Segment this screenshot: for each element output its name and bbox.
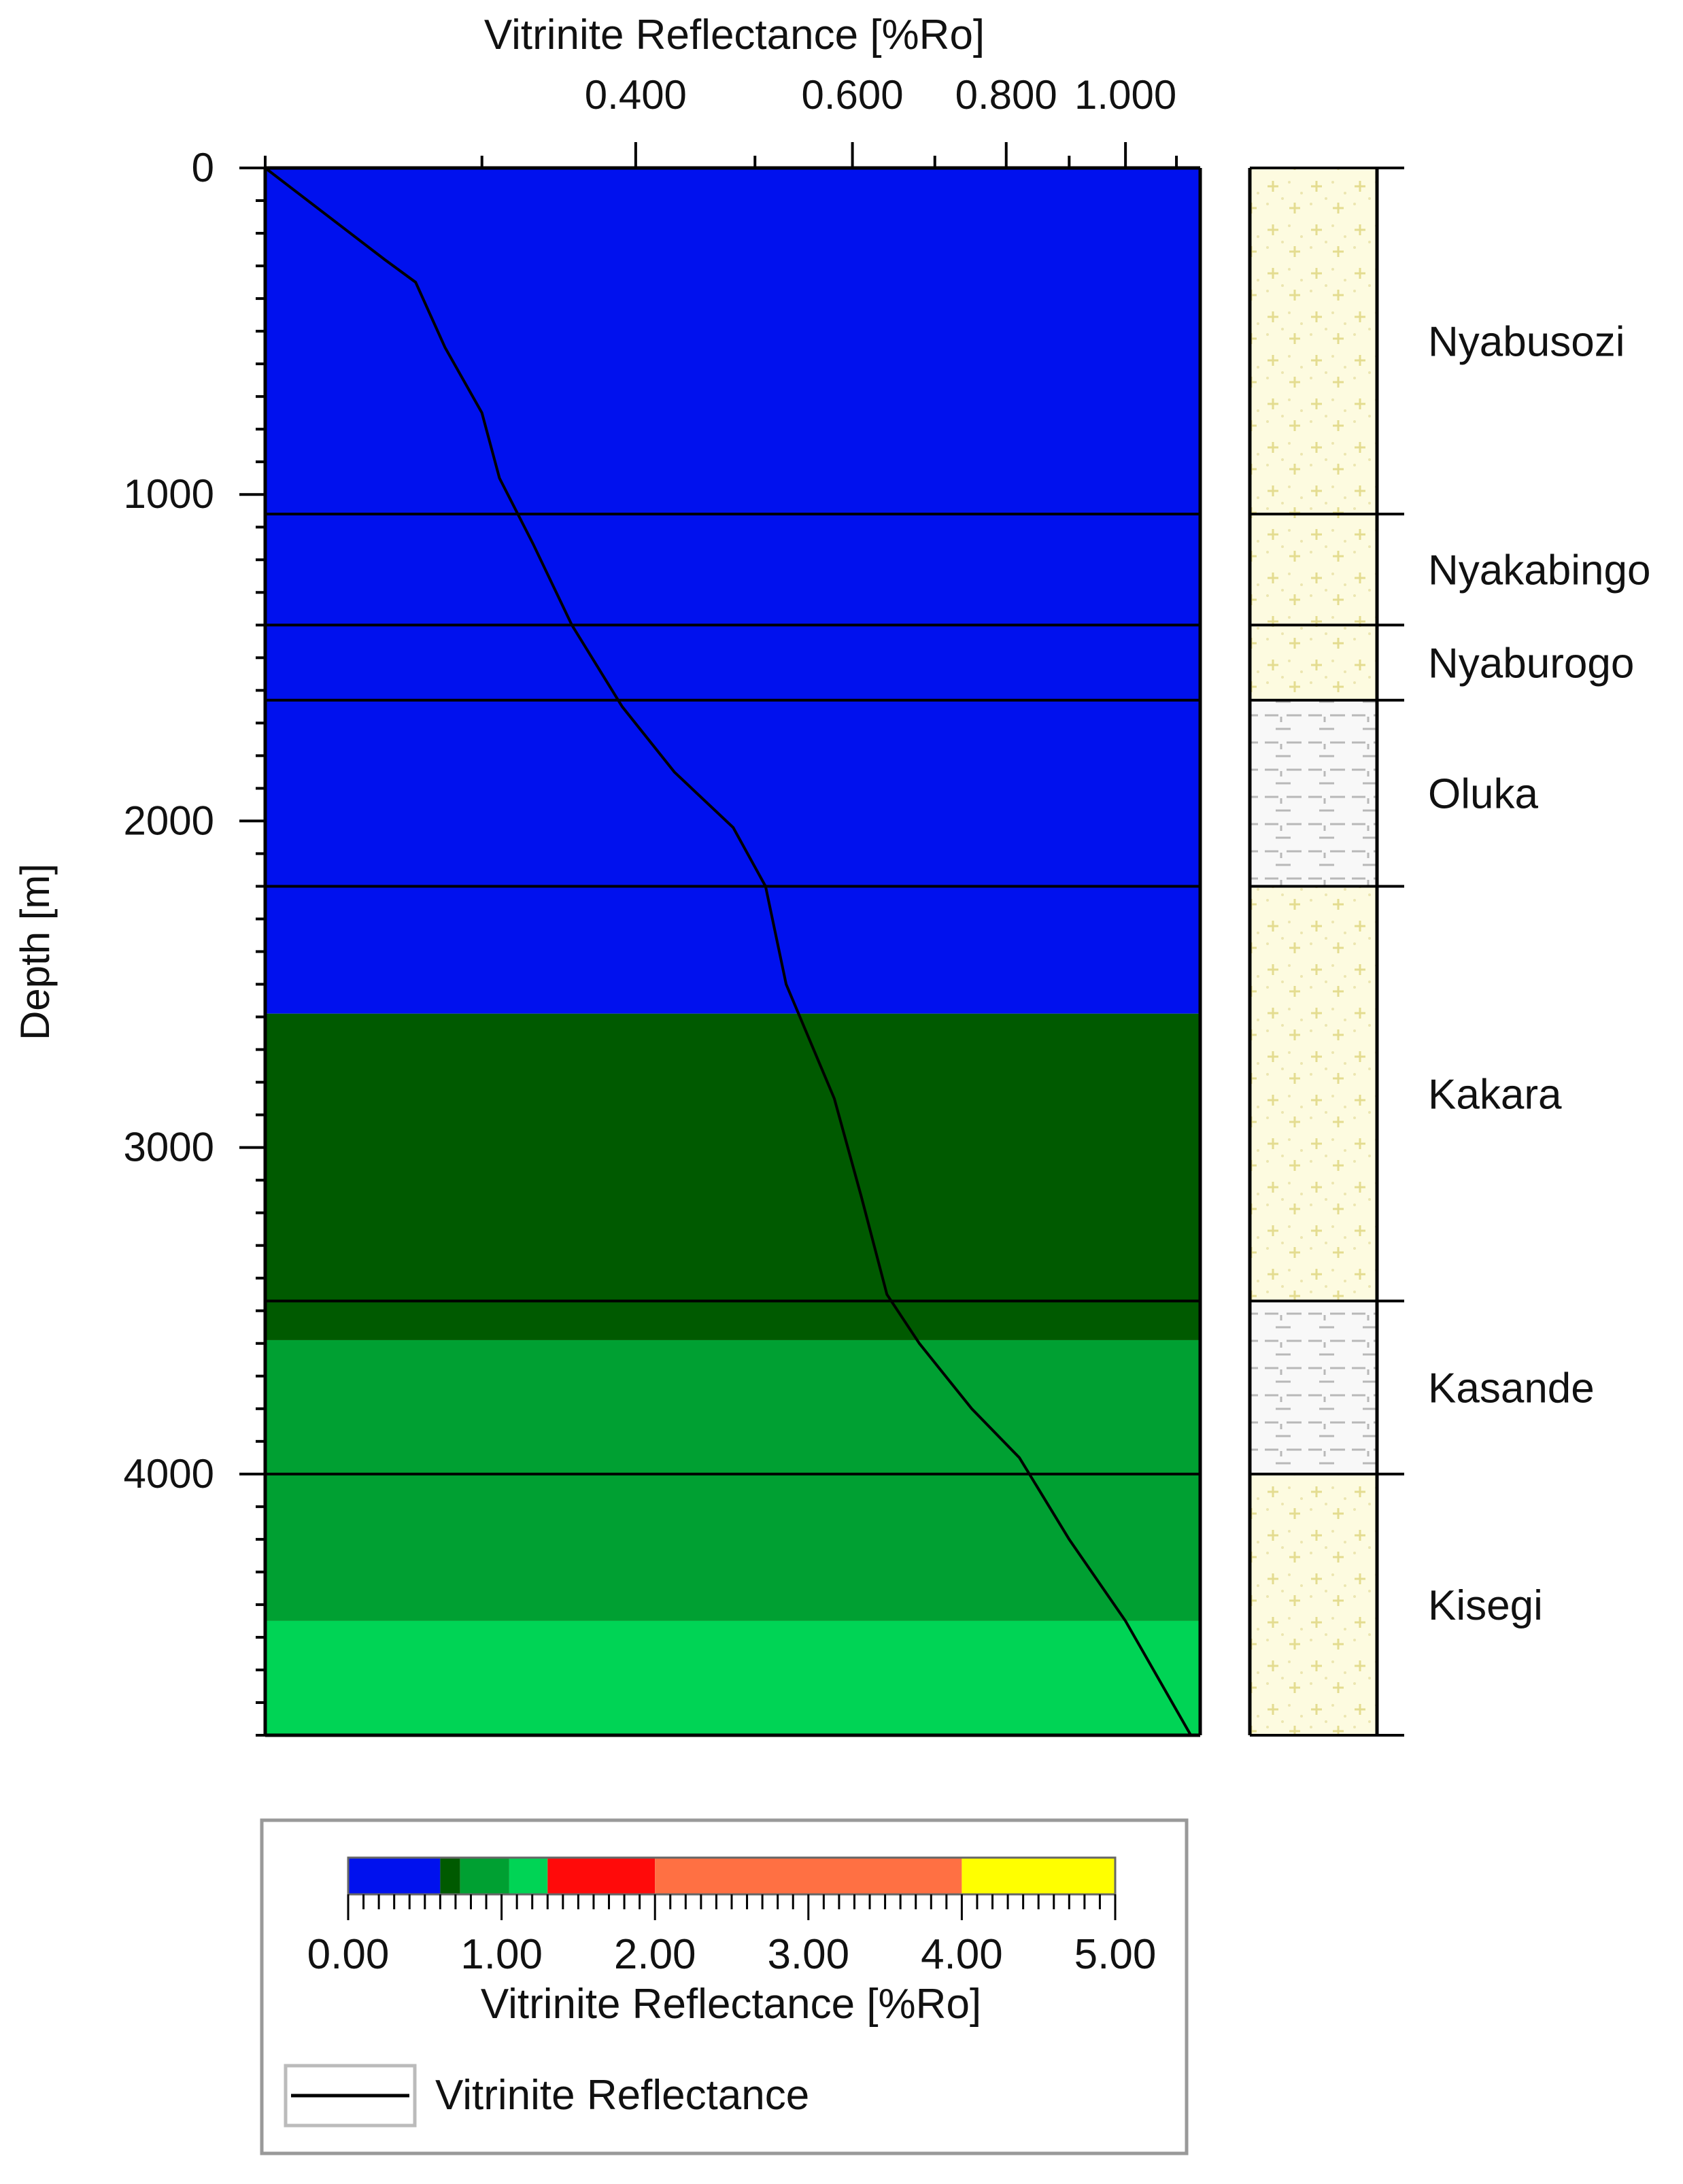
colorbar-segment-0 (348, 1858, 441, 1894)
formation-label: Kakara (1428, 1071, 1562, 1118)
formation-label: Nyakabingo (1428, 547, 1650, 594)
maturity-band-3 (265, 1620, 1200, 1735)
lithology-unit-0 (1250, 168, 1377, 515)
lithology-unit-2 (1250, 625, 1377, 700)
y-tick-label: 4000 (124, 1451, 214, 1497)
y-tick-label: 0 (192, 145, 214, 190)
colorbar-segment-4 (547, 1858, 656, 1894)
maturity-band-2 (265, 1340, 1200, 1621)
lithology-unit-1 (1250, 514, 1377, 626)
y-axis-title: Depth [m] (12, 864, 58, 1040)
horizon-lines (265, 513, 1200, 1475)
colorbar-tick-label: 2.00 (614, 1931, 696, 1978)
colorbar-tick-label: 4.00 (921, 1931, 1003, 1978)
x-tick-label: 1.000 (1074, 72, 1176, 118)
formation-label: Nyabusozi (1428, 319, 1625, 366)
maturity-band-1 (265, 1013, 1200, 1340)
colorbar-segment-6 (962, 1858, 1115, 1894)
lithology-unit-4 (1250, 886, 1377, 1301)
lithology-unit-5 (1250, 1301, 1377, 1474)
lithology-column: Nyabusozi Nyakabingo Nyaburogo Oluka Kakara K… (1248, 167, 1650, 1737)
colorbar-tick-label: 0.00 (307, 1931, 390, 1978)
x-tick-label: 0.600 (802, 72, 904, 118)
colorbar-label: Vitrinite Reflectance [%Ro] (481, 1981, 981, 2028)
series-line-0 (264, 167, 1192, 1736)
colorbar-segment-5 (655, 1858, 962, 1894)
legend-swatch-frame (284, 2064, 417, 2128)
formation-label: Oluka (1428, 771, 1538, 818)
lithology-unit-3 (1250, 700, 1377, 887)
colorbar-tick-label: 3.00 (767, 1931, 849, 1978)
axes: 0 1000 2000 3000 4000 0.400 0.600 0.800 1.000 (124, 72, 1202, 1737)
y-tick-label: 3000 (124, 1125, 214, 1170)
series-layer (264, 167, 1192, 1736)
x-tick-label: 0.400 (585, 72, 687, 118)
x-axis-title: Vitrinite Reflectance [%Ro] (484, 12, 985, 58)
legend-entry-label: Vitrinite Reflectance (435, 2072, 809, 2119)
colorbar-tick-label: 5.00 (1074, 1931, 1157, 1978)
y-tick-label: 1000 (124, 471, 214, 517)
colorbar-tick-label: 1.00 (460, 1931, 543, 1978)
formation-label: Nyaburogo (1428, 641, 1634, 687)
formation-label: Kasande (1428, 1365, 1595, 1412)
y-tick-label: 2000 (124, 798, 214, 843)
x-tick-label: 0.800 (955, 72, 1057, 118)
formation-label: Kisegi (1428, 1582, 1543, 1629)
lithology-unit-6 (1250, 1473, 1377, 1735)
maturity-band-0 (265, 168, 1200, 1014)
colorbar-segment-1 (440, 1858, 460, 1894)
colorbar: 0.00 1.00 2.00 3.00 4.00 5.00 (307, 1856, 1157, 1978)
colorbar-segment-3 (509, 1858, 548, 1894)
maturity-bands (265, 168, 1200, 1735)
colorbar-segment-2 (460, 1858, 509, 1894)
